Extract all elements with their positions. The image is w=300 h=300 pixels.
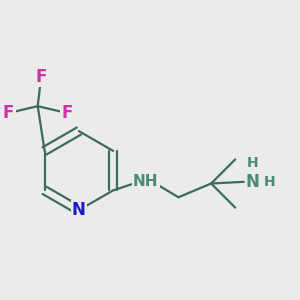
Text: F: F: [3, 104, 14, 122]
Text: F: F: [35, 68, 47, 86]
Text: F: F: [61, 104, 73, 122]
Text: N: N: [245, 173, 259, 191]
Text: H: H: [247, 156, 258, 170]
Text: H: H: [264, 175, 275, 189]
Text: N: N: [72, 201, 86, 219]
Text: NH: NH: [133, 174, 158, 189]
